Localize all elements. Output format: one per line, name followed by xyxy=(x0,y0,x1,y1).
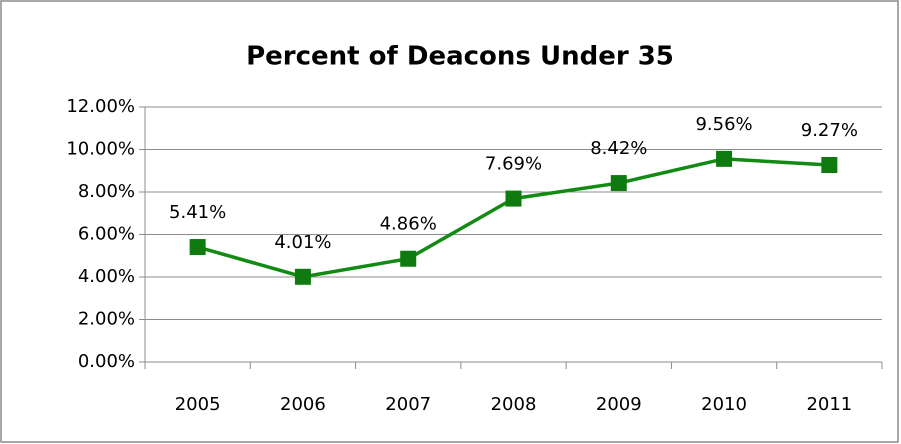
data-label: 4.86% xyxy=(380,214,437,235)
data-label: 8.42% xyxy=(590,138,647,159)
marker xyxy=(716,150,733,167)
y-tick-label: 8.00% xyxy=(78,181,135,202)
x-tick-label: 2008 xyxy=(491,394,537,415)
marker xyxy=(189,239,206,256)
x-tick-label: 2006 xyxy=(280,394,326,415)
data-label: 4.01% xyxy=(274,232,331,253)
marker xyxy=(610,175,627,192)
x-tick-label: 2009 xyxy=(596,394,642,415)
data-label: 9.56% xyxy=(695,114,752,135)
x-tick-label: 2010 xyxy=(701,394,747,415)
marker xyxy=(821,157,838,174)
y-tick-label: 6.00% xyxy=(78,224,135,245)
y-tick-label: 12.00% xyxy=(66,96,135,117)
y-tick-label: 2.00% xyxy=(78,309,135,330)
y-tick-label: 0.00% xyxy=(78,351,135,372)
x-tick-label: 2007 xyxy=(385,394,431,415)
data-label: 5.41% xyxy=(169,202,226,223)
x-tick-label: 2011 xyxy=(806,394,852,415)
data-label: 9.27% xyxy=(801,120,858,141)
marker xyxy=(400,250,417,267)
marker xyxy=(505,190,522,207)
data-label: 7.69% xyxy=(485,154,542,175)
y-tick-label: 4.00% xyxy=(78,266,135,287)
y-tick-label: 10.00% xyxy=(66,139,135,160)
chart-title: Percent of Deacons Under 35 xyxy=(246,42,674,72)
marker xyxy=(294,268,311,285)
x-tick-label: 2005 xyxy=(175,394,221,415)
